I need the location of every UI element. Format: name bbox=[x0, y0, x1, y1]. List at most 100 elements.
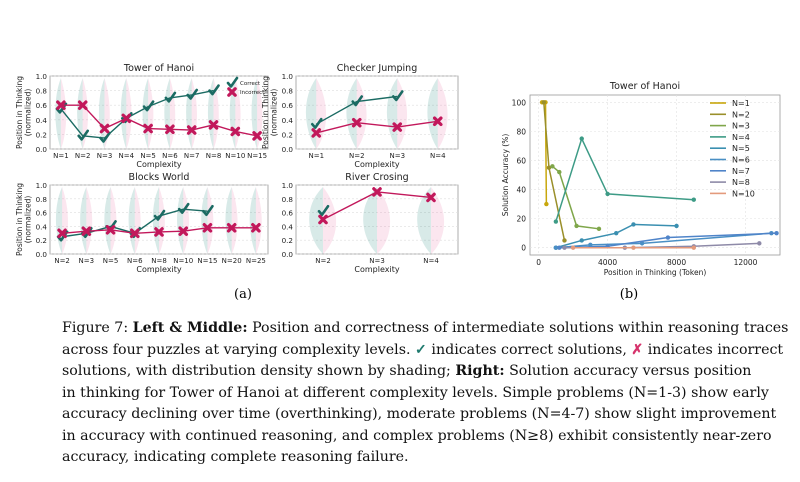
density-correct bbox=[55, 187, 63, 254]
density-correct bbox=[207, 78, 214, 149]
x-tick-label: N=3 bbox=[97, 152, 113, 160]
series-line bbox=[551, 165, 600, 230]
y-tick-label: 0.0 bbox=[282, 145, 294, 154]
y-tick-label: 0.6 bbox=[36, 101, 48, 110]
correct-marker bbox=[208, 84, 220, 96]
x-tick-label: N=4 bbox=[423, 257, 439, 265]
panel-title: Checker Jumping bbox=[337, 63, 417, 74]
density-incorrect bbox=[110, 187, 117, 254]
x-tick-label: N=2 bbox=[54, 257, 70, 265]
x-tick-label: N=15 bbox=[197, 257, 217, 265]
series-point bbox=[570, 245, 576, 250]
series-point bbox=[774, 230, 779, 236]
x-tick-label: N=4 bbox=[430, 152, 446, 160]
incorrect-marker bbox=[99, 123, 110, 134]
figure: 0.0 0.2 0.4 0.6 0.8 1.0 N=1 N=2 N=3 N=4 N=5 N=6 N=7 N… bbox=[15, 63, 781, 302]
correct-marker bbox=[351, 95, 364, 107]
legend-label: N=10 bbox=[732, 189, 755, 198]
density-correct bbox=[251, 78, 258, 149]
label-b: (b) bbox=[620, 287, 638, 302]
x-tick-label: N=3 bbox=[389, 152, 405, 160]
cross-icon: ✗ bbox=[631, 341, 644, 358]
correct-marker bbox=[310, 117, 323, 129]
y-tick-label: 100 bbox=[512, 98, 527, 107]
y-tick-label: 1.0 bbox=[36, 72, 48, 81]
series-point bbox=[562, 245, 567, 250]
density-correct bbox=[152, 187, 159, 254]
y-tick-label: 0.2 bbox=[282, 130, 293, 139]
caption-bold-left-middle: Left & Middle: bbox=[132, 320, 248, 336]
y-tick-label: 1.0 bbox=[36, 181, 48, 190]
panel-3: 0.0 0.2 0.4 0.6 0.8 1.0 N=2 N=3 N=4 River Crosing… bbox=[282, 172, 459, 274]
caption-text-6: Solution accuracy versus position bbox=[504, 363, 752, 379]
correct-marker bbox=[186, 88, 198, 100]
incorrect-marker bbox=[311, 128, 322, 138]
panel-title: Blocks World bbox=[129, 172, 190, 183]
density-incorrect bbox=[397, 78, 408, 149]
y-axis-label: Position in Thinking(normalized) bbox=[15, 76, 33, 149]
incorrect-line bbox=[316, 120, 438, 134]
x-tick-label: N=1 bbox=[53, 152, 69, 160]
y-axis-label-line: (normalized) bbox=[270, 89, 279, 137]
density-incorrect bbox=[255, 187, 262, 254]
y-tick-label: 0.0 bbox=[36, 250, 48, 259]
density-incorrect bbox=[437, 78, 448, 149]
incorrect-marker bbox=[252, 131, 262, 141]
x-tick-label: N=2 bbox=[349, 152, 365, 160]
incorrect-marker bbox=[178, 226, 189, 237]
density-correct bbox=[386, 78, 398, 149]
incorrect-marker bbox=[186, 125, 197, 135]
panel-0: 0.0 0.2 0.4 0.6 0.8 1.0 N=1 N=2 N=3 N=4 N=5 N=6 N=7 N… bbox=[15, 63, 269, 169]
y-tick-label: 0.2 bbox=[282, 236, 293, 245]
x-axis-label: Complexity bbox=[354, 265, 399, 274]
x-tick-label: N=1 bbox=[308, 152, 324, 160]
series-point bbox=[588, 242, 593, 248]
correct-marker bbox=[177, 202, 190, 214]
series-point bbox=[574, 223, 579, 229]
check-icon: ✓ bbox=[415, 341, 427, 358]
density-incorrect bbox=[257, 78, 263, 149]
y-tick-label: 0.4 bbox=[282, 116, 294, 125]
panel-2: 0.0 0.2 0.4 0.6 0.8 1.0 N=2 N=3 N=5 N=6 N=8 N=10 N=1… bbox=[15, 172, 269, 274]
legend-label: N=8 bbox=[732, 178, 750, 187]
x-tick-label: N=2 bbox=[315, 257, 331, 265]
incorrect-marker bbox=[77, 100, 88, 110]
correct-marker bbox=[142, 100, 155, 112]
y-tick-label: 0.2 bbox=[36, 236, 47, 245]
density-correct bbox=[177, 187, 184, 254]
caption-text-10: accuracy, indicating complete reasoning … bbox=[62, 449, 409, 465]
y-tick-label: 0.2 bbox=[36, 130, 47, 139]
incorrect-marker bbox=[105, 225, 116, 235]
density-incorrect bbox=[86, 187, 93, 254]
plot-frame bbox=[529, 94, 781, 256]
incorrect-marker bbox=[202, 222, 213, 233]
panel-right: 0 20 40 60 80 100 0 4000 8000 12000 Tower of Hanoi… bbox=[501, 81, 781, 277]
density-correct bbox=[186, 78, 192, 149]
series-point bbox=[557, 169, 562, 175]
series-point bbox=[579, 136, 584, 141]
y-tick-label: 0.8 bbox=[282, 87, 294, 96]
y-axis-label: Position in Thinking(normalized) bbox=[15, 183, 33, 256]
series-point bbox=[557, 245, 562, 250]
y-axis-label-line: (normalized) bbox=[24, 89, 33, 137]
legend-label: N=7 bbox=[732, 167, 750, 176]
series-point bbox=[691, 197, 696, 202]
series-point bbox=[665, 235, 671, 240]
density-incorrect bbox=[60, 78, 67, 149]
density-correct bbox=[363, 187, 377, 254]
y-tick-label: 0 bbox=[521, 244, 526, 253]
incorrect-marker bbox=[121, 113, 132, 124]
incorrect-marker bbox=[208, 120, 219, 130]
caption-bold-right: Right: bbox=[455, 363, 505, 379]
incorrect-marker bbox=[226, 222, 237, 233]
y-tick-label: 0.6 bbox=[282, 209, 294, 218]
caption-text-2: across four puzzles at varying complexit… bbox=[62, 341, 411, 358]
caption-text-3: indicates correct solutions, bbox=[426, 341, 627, 358]
incorrect-line bbox=[60, 104, 258, 137]
y-tick-label: 20 bbox=[516, 215, 526, 224]
panel-1: 0.0 0.2 0.4 0.6 0.8 1.0 N=1 N=2 N=3 N=4 Checker Ju… bbox=[261, 63, 459, 169]
incorrect-marker bbox=[318, 214, 328, 225]
incorrect-marker bbox=[230, 126, 241, 137]
x-axis-label: Complexity bbox=[354, 160, 399, 169]
series-point bbox=[639, 241, 645, 246]
